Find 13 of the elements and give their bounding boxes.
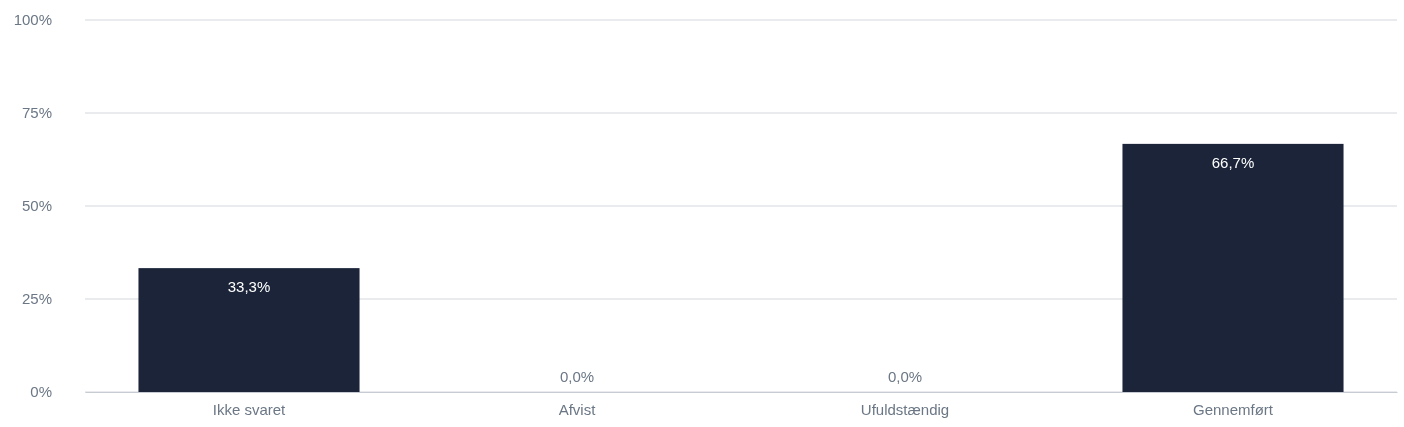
data-label: 66,7%: [1211, 153, 1255, 171]
x-tick-label: Ikke svaret: [212, 400, 287, 418]
y-tick-label: 75%: [21, 104, 52, 122]
data-label: 0,0%: [887, 368, 923, 385]
y-tick-label: 25%: [21, 290, 52, 308]
y-tick-label: 50%: [21, 197, 52, 215]
data-label: 0,0%: [559, 368, 595, 385]
x-tick-label: Afvist: [558, 400, 597, 418]
data-label: 33,3%: [227, 278, 271, 296]
x-tick-label: Gennemført: [1192, 400, 1274, 418]
y-tick-label: 0%: [30, 383, 52, 401]
x-tick-label: Ufuldstændig: [860, 400, 950, 418]
y-tick-label: 100%: [13, 11, 52, 29]
